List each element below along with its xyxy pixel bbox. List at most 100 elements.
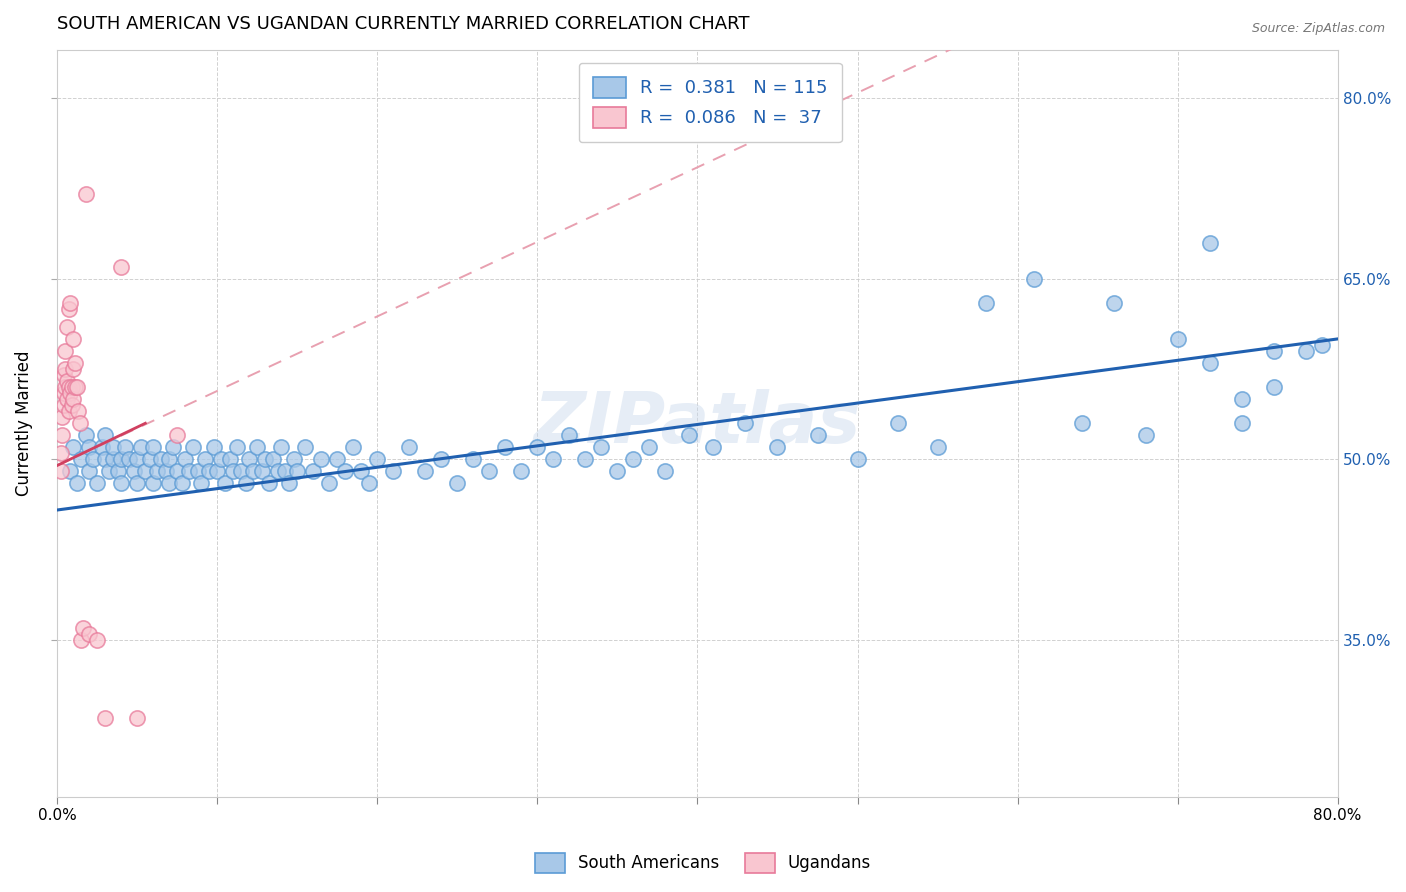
Point [110, 476, 132, 491]
Point [806, 428, 828, 442]
Point [60, 398, 83, 412]
Point [382, 465, 405, 479]
Point [62, 392, 84, 406]
Point [246, 441, 269, 455]
Point [122, 465, 145, 479]
Point [162, 441, 184, 455]
Point [107, 465, 129, 479]
Point [79, 627, 101, 641]
Point [478, 465, 501, 479]
Point [59, 465, 82, 479]
Point [172, 476, 194, 491]
Point [166, 428, 188, 442]
Point [209, 452, 232, 467]
Point [342, 441, 364, 455]
Point [359, 476, 381, 491]
Point [1135, 428, 1157, 442]
Point [1198, 235, 1220, 250]
Point [174, 452, 197, 467]
Point [62, 441, 84, 455]
Point [222, 465, 245, 479]
Point [238, 452, 260, 467]
Point [72, 621, 94, 635]
Point [65, 476, 87, 491]
Point [285, 465, 308, 479]
Point [103, 452, 125, 467]
Point [56, 319, 79, 334]
Point [79, 441, 101, 455]
Point [70, 452, 93, 467]
Point [283, 452, 305, 467]
Point [262, 452, 284, 467]
Point [231, 465, 253, 479]
Point [157, 476, 180, 491]
Point [318, 476, 340, 491]
Point [558, 428, 581, 442]
Point [60, 380, 83, 394]
Point [63, 356, 86, 370]
Point [127, 476, 149, 491]
Point [273, 465, 295, 479]
Text: Source: ZipAtlas.com: Source: ZipAtlas.com [1251, 22, 1385, 36]
Point [79, 465, 101, 479]
Point [91, 441, 114, 455]
Point [846, 452, 869, 467]
Point [219, 452, 242, 467]
Point [65, 380, 87, 394]
Point [270, 441, 292, 455]
Point [58, 380, 80, 394]
Point [311, 452, 333, 467]
Point [606, 465, 628, 479]
Point [927, 441, 949, 455]
Point [62, 362, 84, 376]
Point [207, 465, 229, 479]
Point [97, 465, 120, 479]
Point [114, 441, 136, 455]
Point [52, 386, 75, 401]
Point [198, 465, 221, 479]
Point [190, 476, 212, 491]
Point [366, 452, 388, 467]
Text: SOUTH AMERICAN VS UGANDAN CURRENTLY MARRIED CORRELATION CHART: SOUTH AMERICAN VS UGANDAN CURRENTLY MARR… [58, 15, 749, 33]
Point [574, 452, 596, 467]
Point [53, 380, 76, 394]
Point [1167, 332, 1189, 346]
Point [734, 416, 756, 430]
Point [118, 452, 141, 467]
Point [335, 465, 357, 479]
Point [150, 452, 173, 467]
Point [157, 452, 180, 467]
Legend: R =  0.381   N = 115, R =  0.086   N =  37: R = 0.381 N = 115, R = 0.086 N = 37 [579, 62, 842, 142]
Point [430, 452, 453, 467]
Point [155, 465, 177, 479]
Point [1022, 271, 1045, 285]
Point [591, 441, 613, 455]
Point [326, 452, 349, 467]
Point [67, 404, 90, 418]
Point [59, 386, 82, 401]
Point [214, 476, 236, 491]
Point [69, 416, 91, 430]
Point [49, 446, 72, 460]
Point [702, 441, 724, 455]
Point [766, 441, 789, 455]
Point [1230, 416, 1253, 430]
Point [51, 410, 73, 425]
Point [1295, 343, 1317, 358]
Point [86, 633, 108, 648]
Point [110, 452, 132, 467]
Point [638, 441, 661, 455]
Point [526, 441, 548, 455]
Point [267, 465, 290, 479]
Point [1070, 416, 1092, 430]
Point [56, 392, 79, 406]
Point [257, 476, 280, 491]
Point [183, 441, 205, 455]
Point [235, 476, 257, 491]
Point [510, 465, 533, 479]
Point [127, 711, 149, 725]
Point [62, 332, 84, 346]
Point [294, 441, 316, 455]
Text: ZIPatlas: ZIPatlas [534, 389, 860, 458]
Point [623, 452, 645, 467]
